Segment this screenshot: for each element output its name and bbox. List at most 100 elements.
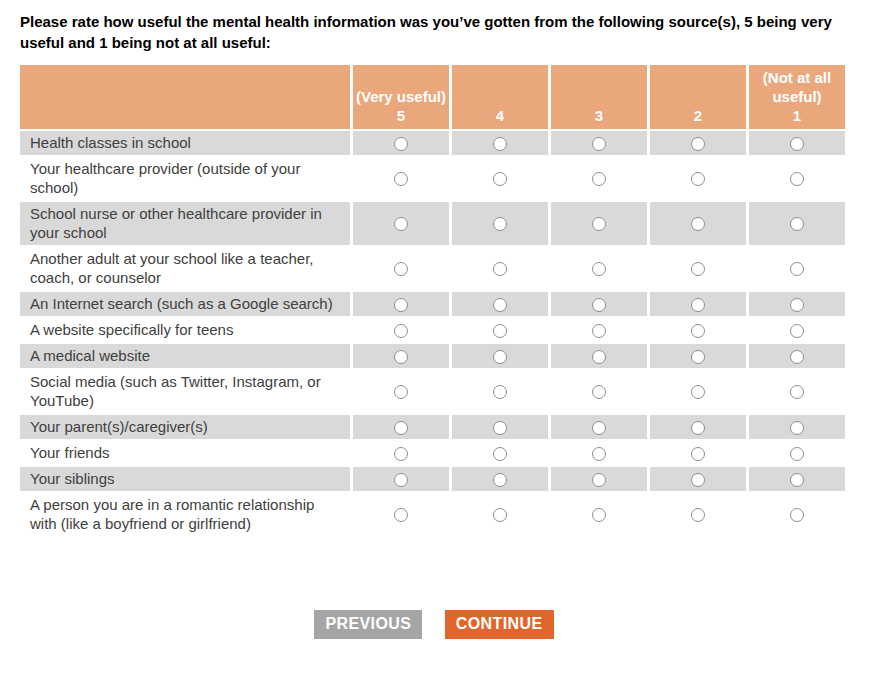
radio-cell-2[interactable] — [650, 370, 746, 413]
radio-button-5[interactable] — [394, 137, 408, 151]
radio-cell-1[interactable] — [749, 202, 845, 245]
radio-cell-1[interactable] — [749, 467, 845, 491]
radio-cell-5[interactable] — [353, 467, 449, 491]
radio-cell-5[interactable] — [353, 202, 449, 245]
radio-cell-5[interactable] — [353, 415, 449, 439]
radio-cell-2[interactable] — [650, 202, 746, 245]
radio-cell-5[interactable] — [353, 318, 449, 342]
radio-cell-5[interactable] — [353, 292, 449, 316]
radio-button-2[interactable] — [691, 324, 705, 338]
radio-button-1[interactable] — [790, 137, 804, 151]
radio-button-5[interactable] — [394, 473, 408, 487]
radio-button-5[interactable] — [394, 217, 408, 231]
radio-button-5[interactable] — [394, 421, 408, 435]
radio-button-3[interactable] — [592, 172, 606, 186]
radio-button-1[interactable] — [790, 385, 804, 399]
radio-cell-2[interactable] — [650, 131, 746, 155]
radio-button-1[interactable] — [790, 473, 804, 487]
radio-cell-1[interactable] — [749, 131, 845, 155]
radio-button-3[interactable] — [592, 421, 606, 435]
radio-button-3[interactable] — [592, 447, 606, 461]
radio-cell-3[interactable] — [551, 467, 647, 491]
radio-button-5[interactable] — [394, 262, 408, 276]
radio-cell-2[interactable] — [650, 157, 746, 200]
radio-cell-4[interactable] — [452, 318, 548, 342]
radio-button-1[interactable] — [790, 324, 804, 338]
radio-button-5[interactable] — [394, 447, 408, 461]
radio-button-4[interactable] — [493, 217, 507, 231]
radio-cell-4[interactable] — [452, 202, 548, 245]
radio-button-5[interactable] — [394, 172, 408, 186]
radio-button-1[interactable] — [790, 172, 804, 186]
radio-cell-1[interactable] — [749, 247, 845, 290]
radio-button-5[interactable] — [394, 385, 408, 399]
radio-cell-3[interactable] — [551, 247, 647, 290]
radio-button-1[interactable] — [790, 447, 804, 461]
radio-cell-5[interactable] — [353, 247, 449, 290]
radio-cell-5[interactable] — [353, 441, 449, 465]
radio-cell-1[interactable] — [749, 318, 845, 342]
radio-cell-2[interactable] — [650, 441, 746, 465]
radio-cell-5[interactable] — [353, 131, 449, 155]
radio-cell-3[interactable] — [551, 318, 647, 342]
radio-button-4[interactable] — [493, 137, 507, 151]
radio-button-1[interactable] — [790, 421, 804, 435]
radio-cell-2[interactable] — [650, 292, 746, 316]
radio-cell-4[interactable] — [452, 493, 548, 536]
radio-cell-3[interactable] — [551, 415, 647, 439]
radio-cell-3[interactable] — [551, 131, 647, 155]
radio-button-4[interactable] — [493, 473, 507, 487]
radio-button-4[interactable] — [493, 262, 507, 276]
radio-button-5[interactable] — [394, 508, 408, 522]
radio-cell-2[interactable] — [650, 493, 746, 536]
radio-cell-5[interactable] — [353, 370, 449, 413]
radio-button-3[interactable] — [592, 508, 606, 522]
previous-button[interactable]: PREVIOUS — [314, 610, 422, 639]
radio-cell-3[interactable] — [551, 292, 647, 316]
radio-button-2[interactable] — [691, 298, 705, 312]
radio-cell-4[interactable] — [452, 370, 548, 413]
radio-button-4[interactable] — [493, 385, 507, 399]
radio-button-3[interactable] — [592, 262, 606, 276]
radio-button-2[interactable] — [691, 262, 705, 276]
radio-cell-1[interactable] — [749, 415, 845, 439]
radio-button-3[interactable] — [592, 298, 606, 312]
radio-button-3[interactable] — [592, 217, 606, 231]
radio-cell-5[interactable] — [353, 493, 449, 536]
radio-cell-4[interactable] — [452, 131, 548, 155]
radio-button-5[interactable] — [394, 324, 408, 338]
radio-cell-3[interactable] — [551, 370, 647, 413]
radio-cell-3[interactable] — [551, 441, 647, 465]
radio-button-2[interactable] — [691, 473, 705, 487]
radio-button-1[interactable] — [790, 262, 804, 276]
radio-button-5[interactable] — [394, 298, 408, 312]
radio-button-2[interactable] — [691, 421, 705, 435]
radio-button-3[interactable] — [592, 137, 606, 151]
radio-cell-1[interactable] — [749, 344, 845, 368]
radio-cell-1[interactable] — [749, 157, 845, 200]
radio-cell-4[interactable] — [452, 247, 548, 290]
radio-button-5[interactable] — [394, 350, 408, 364]
radio-cell-2[interactable] — [650, 247, 746, 290]
radio-cell-4[interactable] — [452, 415, 548, 439]
radio-cell-2[interactable] — [650, 467, 746, 491]
radio-cell-4[interactable] — [452, 292, 548, 316]
radio-button-2[interactable] — [691, 508, 705, 522]
radio-button-3[interactable] — [592, 350, 606, 364]
radio-button-4[interactable] — [493, 350, 507, 364]
radio-button-1[interactable] — [790, 508, 804, 522]
radio-button-1[interactable] — [790, 298, 804, 312]
radio-cell-1[interactable] — [749, 292, 845, 316]
radio-button-4[interactable] — [493, 324, 507, 338]
radio-button-3[interactable] — [592, 324, 606, 338]
radio-button-2[interactable] — [691, 350, 705, 364]
radio-cell-3[interactable] — [551, 344, 647, 368]
radio-button-1[interactable] — [790, 217, 804, 231]
radio-cell-1[interactable] — [749, 493, 845, 536]
radio-button-3[interactable] — [592, 385, 606, 399]
radio-cell-5[interactable] — [353, 344, 449, 368]
radio-button-4[interactable] — [493, 298, 507, 312]
radio-button-2[interactable] — [691, 447, 705, 461]
radio-button-2[interactable] — [691, 137, 705, 151]
continue-button[interactable]: CONTINUE — [445, 610, 554, 639]
